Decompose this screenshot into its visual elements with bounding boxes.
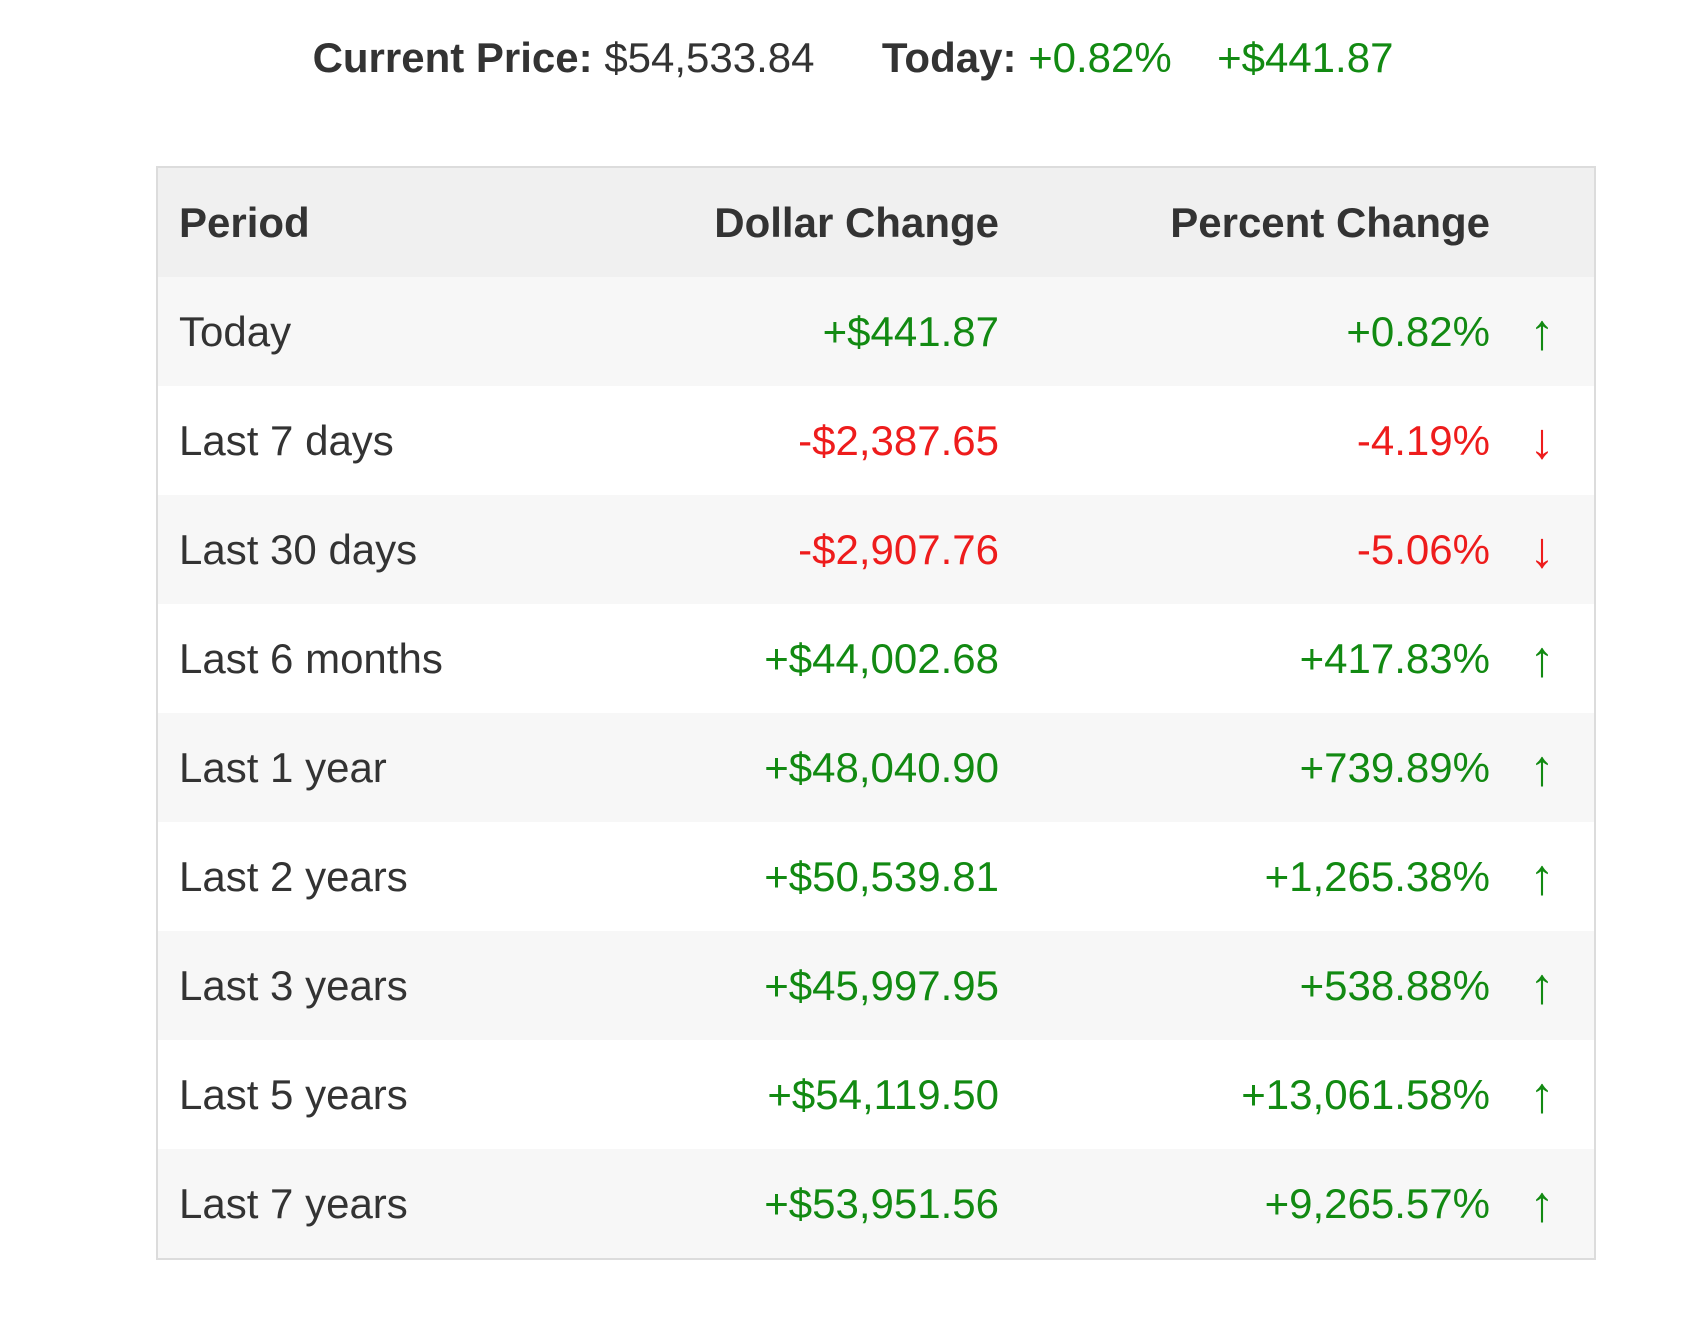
current-price-value: $54,533.84	[604, 34, 815, 81]
arrow-up-icon: ↑	[1529, 739, 1555, 796]
dollar-change-cell: -$2,387.65	[798, 416, 999, 464]
table-row: Last 5 years +$54,119.50 +13,061.58% ↑	[158, 1040, 1594, 1149]
today-dollar-change: +$441.87	[1217, 34, 1394, 81]
current-price-label: Current Price:	[312, 34, 593, 81]
table-body: Today +$441.87 +0.82% ↑ Last 7 days -$2,387.6…	[158, 277, 1594, 1258]
period-cell: Last 6 months	[179, 634, 443, 682]
table-row: Today +$441.87 +0.82% ↑	[158, 277, 1594, 386]
percent-change-cell: +1,265.38%	[1264, 852, 1490, 900]
arrow-up-icon: ↑	[1529, 630, 1555, 687]
table-row: Last 2 years +$50,539.81 +1,265.38% ↑	[158, 822, 1594, 931]
dollar-change-cell: +$44,002.68	[764, 634, 999, 682]
table-row: Last 30 days -$2,907.76 -5.06% ↓	[158, 495, 1594, 604]
percent-change-cell: -5.06%	[1356, 525, 1490, 573]
table-row: Last 3 years +$45,997.95 +538.88% ↑	[158, 931, 1594, 1040]
period-cell: Last 1 year	[179, 743, 387, 791]
percent-change-cell: +417.83%	[1299, 634, 1490, 682]
dollar-change-cell: +$50,539.81	[764, 852, 999, 900]
price-summary: Current Price: $54,533.84 Today: +0.82% …	[0, 32, 1706, 84]
period-cell: Last 2 years	[179, 852, 408, 900]
percent-change-cell: +9,265.57%	[1264, 1179, 1490, 1227]
table-header-row: Period Dollar Change Percent Change	[158, 168, 1594, 277]
arrow-up-icon: ↑	[1529, 957, 1555, 1014]
today-label: Today:	[881, 34, 1017, 81]
price-change-table: Period Dollar Change Percent Change Toda…	[158, 168, 1594, 1258]
arrow-up-icon: ↑	[1529, 848, 1555, 905]
percent-change-cell: -4.19%	[1356, 416, 1490, 464]
price-change-table-container: Period Dollar Change Percent Change Toda…	[156, 166, 1596, 1260]
dollar-change-cell: +$441.87	[822, 307, 999, 355]
table-row: Last 1 year +$48,040.90 +739.89% ↑	[158, 713, 1594, 822]
percent-change-cell: +0.82%	[1346, 307, 1490, 355]
arrow-down-icon: ↓	[1529, 521, 1555, 578]
table-row: Last 7 days -$2,387.65 -4.19% ↓	[158, 386, 1594, 495]
table-row: Last 6 months +$44,002.68 +417.83% ↑	[158, 604, 1594, 713]
dollar-change-cell: +$45,997.95	[764, 961, 999, 1009]
percent-change-cell: +739.89%	[1299, 743, 1490, 791]
header-dollar-change: Dollar Change	[714, 198, 999, 246]
dollar-change-cell: +$53,951.56	[764, 1179, 999, 1227]
arrow-up-icon: ↑	[1529, 1175, 1555, 1232]
arrow-up-icon: ↑	[1529, 1066, 1555, 1123]
table-row: Last 7 years +$53,951.56 +9,265.57% ↑	[158, 1149, 1594, 1258]
period-cell: Last 5 years	[179, 1070, 408, 1118]
header-arrow	[1490, 168, 1594, 277]
dollar-change-cell: -$2,907.76	[798, 525, 999, 573]
period-cell: Last 3 years	[179, 961, 408, 1009]
dollar-change-cell: +$48,040.90	[764, 743, 999, 791]
dollar-change-cell: +$54,119.50	[767, 1070, 999, 1118]
today-percent-change: +0.82%	[1028, 34, 1172, 81]
header-percent-change: Percent Change	[1170, 198, 1490, 246]
period-cell: Last 30 days	[179, 525, 418, 573]
percent-change-cell: +13,061.58%	[1241, 1070, 1490, 1118]
period-cell: Last 7 days	[179, 416, 394, 464]
arrow-down-icon: ↓	[1529, 412, 1555, 469]
percent-change-cell: +538.88%	[1299, 961, 1490, 1009]
period-cell: Last 7 years	[179, 1179, 408, 1227]
arrow-up-icon: ↑	[1529, 303, 1555, 360]
header-period: Period	[179, 198, 310, 246]
period-cell: Today	[179, 307, 292, 355]
